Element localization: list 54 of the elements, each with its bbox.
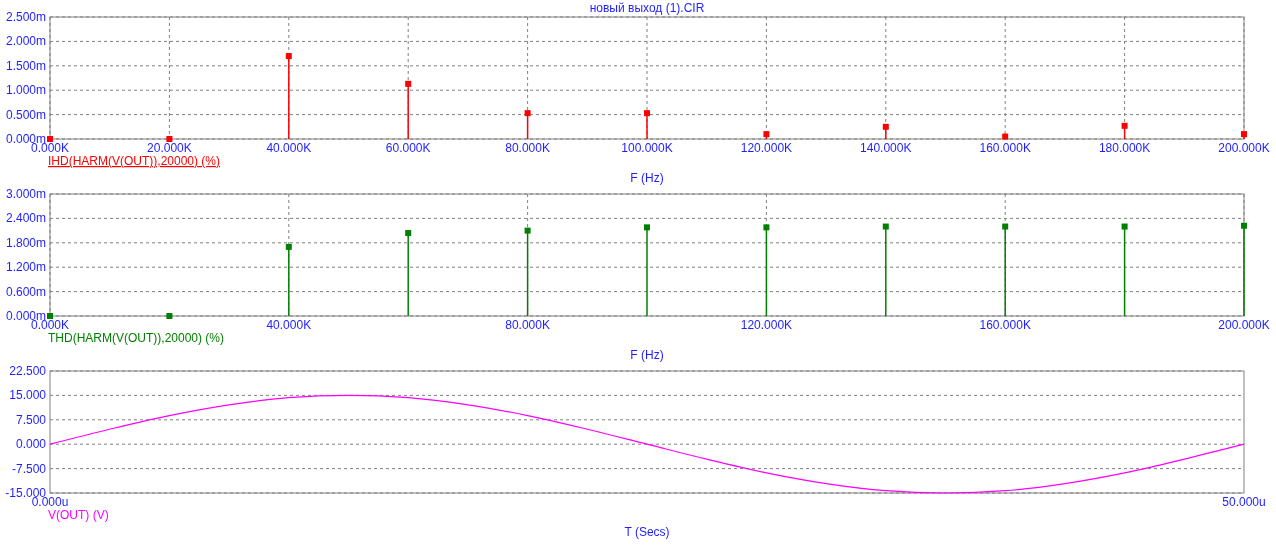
- point: [644, 224, 650, 231]
- series-label: IHD(HARM(V(OUT)),20000) (%): [48, 154, 221, 168]
- y-tick-label: 1.500m: [5, 58, 46, 73]
- point: [1002, 223, 1009, 230]
- y-tick-label: 1.200m: [5, 260, 46, 275]
- x-tick-label: 60.000K: [385, 141, 431, 155]
- y-tick-label: -7.500: [11, 461, 47, 476]
- point: [1121, 122, 1128, 129]
- point: [763, 224, 770, 231]
- point: [644, 110, 650, 117]
- point: [405, 230, 412, 237]
- x-tick-label: 140.000K: [860, 141, 912, 155]
- x-tick-label: 100.000K: [621, 141, 673, 155]
- x-axis-title: F (Hz): [630, 171, 664, 185]
- x-tick-label: 200.000K: [1218, 318, 1270, 332]
- x-tick-label: 160.000K: [979, 141, 1031, 155]
- x-tick-label: 160.000K: [979, 318, 1031, 332]
- x-axis-title: F (Hz): [630, 348, 664, 362]
- x-tick-label: 20.000K: [147, 141, 192, 155]
- y-tick-label: 2.400m: [5, 211, 46, 226]
- x-tick-label: 80.000K: [505, 318, 550, 332]
- x-tick-label: 180.000K: [1098, 141, 1151, 155]
- point: [405, 80, 412, 87]
- y-tick-label: 2.500m: [5, 10, 46, 24]
- point: [285, 53, 292, 60]
- text: V(OUT) (V): [48, 508, 109, 522]
- y-tick-label: 2.000m: [5, 34, 46, 49]
- point: [1121, 223, 1128, 230]
- x-tick-label: 120.000K: [740, 318, 793, 332]
- chart-title: новый выход (1).CIR: [589, 1, 705, 15]
- y-tick-label: 7.500: [15, 412, 47, 427]
- y-tick-label: 1.000m: [5, 83, 46, 98]
- y-tick-label: 1.800m: [5, 235, 46, 250]
- x-tick-label: 120.000K: [740, 141, 793, 155]
- point: [524, 110, 531, 117]
- series-label: THD(HARM(V(OUT)),20000) (%): [48, 331, 225, 345]
- point: [882, 223, 889, 230]
- y-tick-label: 3.000m: [5, 187, 46, 201]
- x-tick-label: 40.000K: [266, 141, 312, 155]
- line-series: [49, 394, 1245, 494]
- y-tick-label: 0.500m: [5, 107, 46, 122]
- x-axis-title: T (Secs): [624, 525, 670, 539]
- x-tick-label: 40.000K: [266, 318, 312, 332]
- x-tick-label: 50.000u: [1222, 495, 1266, 509]
- point: [1241, 222, 1247, 229]
- x-tick-label: 200.000K: [1218, 141, 1270, 155]
- point: [524, 227, 531, 234]
- x-tick-label: 80.000K: [505, 141, 550, 155]
- point: [882, 123, 889, 130]
- y-tick-label: 0.000: [15, 437, 47, 452]
- point: [285, 243, 292, 250]
- y-tick-label: 0.600m: [5, 284, 46, 299]
- y-tick-label: 22.500: [9, 364, 47, 378]
- y-tick-label: 15.000: [9, 388, 47, 403]
